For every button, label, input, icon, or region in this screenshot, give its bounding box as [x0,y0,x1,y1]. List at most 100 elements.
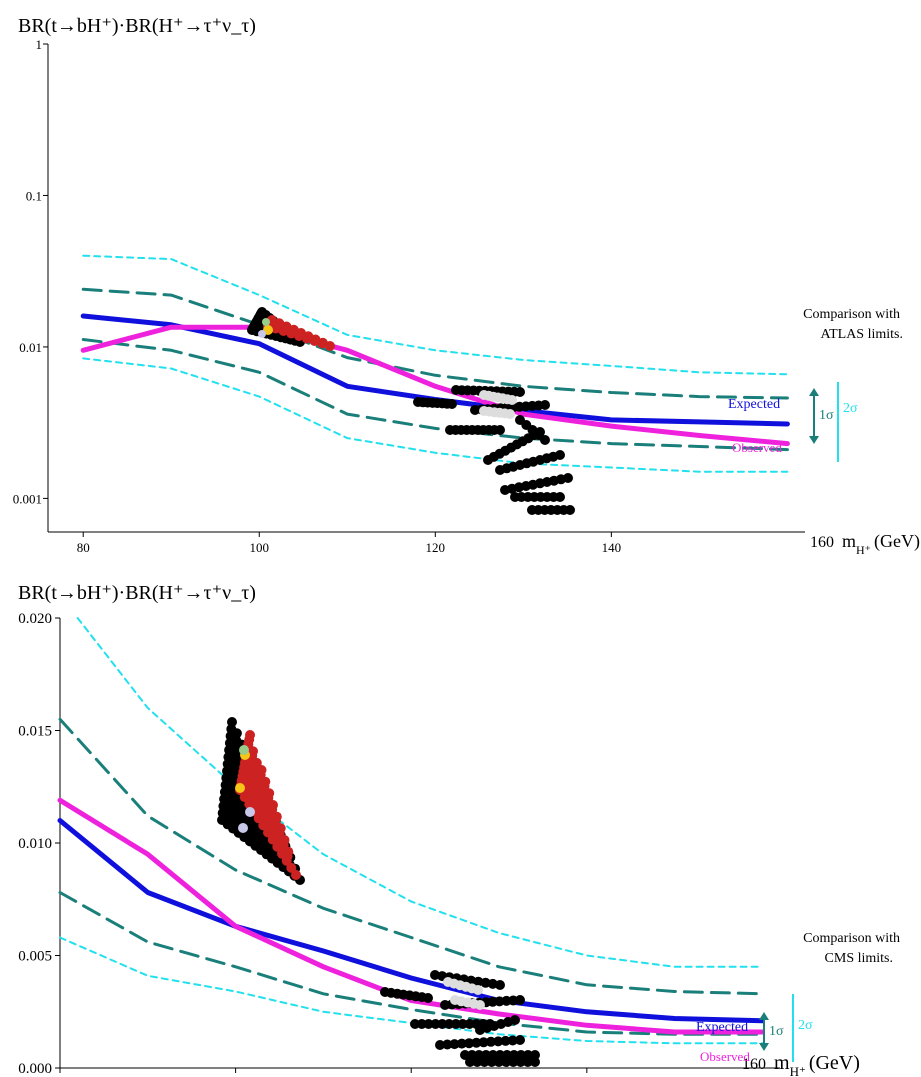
annotation-line-2: ATLAS limits. [821,327,903,342]
scan-point-black [442,1039,453,1050]
annotation-line-2: CMS limits. [825,951,893,966]
one-sigma-label: 1σ [769,1024,784,1039]
x-tick-label: 120 [426,540,446,555]
scan-point-black [555,450,565,460]
scan-point-black [530,1057,540,1067]
scan-point-red [271,811,282,822]
scan-point-black [495,425,505,435]
scan-point-black [449,1039,460,1050]
scan-point-black [507,1035,518,1046]
x-tick-label: 140 [602,540,622,555]
scan-point-black [478,1037,489,1048]
scan-point-black [472,1057,483,1067]
x-axis-label-tick: 160 [810,534,834,551]
one-sigma-upper-line [58,717,764,996]
scan-point-black [563,473,573,483]
y-tick-label: 0.000 [18,1061,52,1077]
scan-point-black [456,1038,467,1049]
observed-line [80,324,790,447]
scan-point-yellow [235,783,245,793]
scan-point-black [510,1015,520,1025]
one-sigma-lower-line [81,338,789,452]
scan-point-black [473,976,484,987]
scan-point-black [515,995,525,1005]
scan-point-black [227,717,237,727]
scan-point-black [500,1035,511,1046]
scan-point-green [262,318,270,326]
scan-point-black [465,1057,475,1067]
scan-point-red [268,800,278,810]
scan-point-red [286,862,297,873]
scan-point-black [471,1037,482,1048]
expected-label: Expected [728,397,780,412]
ticks: 80 100 120 140 0.001 0.01 0.1 1 [13,37,621,555]
observed-label: Observed [700,1049,750,1064]
one-sigma-arrow-down [809,436,819,444]
y-axis-label: BR(t→bH⁺)·BR(H⁺→τ⁺ν_τ) [18,15,256,37]
x-tick-label: 80 [77,540,90,555]
observed-label: Observed [732,440,782,455]
one-sigma-arrow-down [759,1043,769,1051]
one-sigma-arrow-up [809,388,819,396]
scan-point-black [435,1040,445,1050]
y-tick-label: 0.015 [18,724,52,740]
scan-point-black [479,1057,490,1067]
scan-point-white [475,1000,485,1010]
x-axis-label-m: m [842,531,856,551]
scan-point-red [245,730,255,740]
scan-point-black [460,1050,470,1060]
scan-point-white [473,985,483,995]
one-sigma-upper-line [81,287,789,400]
scan-point-black [464,1038,475,1049]
two-sigma-label: 2σ [843,401,858,416]
y-tick-label: 0.01 [19,340,42,355]
annotation-line-1: Comparison with [803,931,900,946]
one-sigma-label: 1σ [819,408,834,423]
cms-panel: BR(t→bH⁺)·BR(H⁺→τ⁺ν_τ) 801001201400.0000… [18,582,900,1077]
two-sigma-upper-line [82,254,789,376]
scan-point-black [515,387,525,397]
two-sigma-label: 2σ [798,1018,813,1033]
scan-point-red [291,870,301,880]
scan-point-black [515,1057,526,1067]
scan-point-red [275,823,286,834]
scan-point-black [257,307,267,317]
limit-curves [80,254,790,473]
expected-label: Expected [696,1020,748,1035]
scan-point-black [495,980,505,990]
expected-line [57,818,765,1024]
x-axis-label-sub: H⁺ [856,543,871,557]
scan-point-red [283,846,294,857]
x-axis-label: 160 mH⁺ (GeV) [810,531,920,557]
y-tick-label: 0.010 [18,836,52,852]
scan-point-red [251,757,262,768]
scan-point-black [515,1035,525,1045]
x-tick-label: 100 [250,540,270,555]
y-tick-label: 0.020 [18,611,52,627]
scan-point-black [493,1057,504,1067]
x-axis-label-tick: 160 [742,1056,766,1073]
scan-point-black [447,399,457,409]
one-sigma-arrow-up [759,1012,769,1020]
scan-point-lavender [245,807,255,817]
scan-point-green [239,745,249,755]
scan-point-black [423,1019,434,1029]
scan-point-red [279,835,290,845]
scan-point-black [523,1050,533,1060]
scan-point-black [464,1019,475,1029]
scan-point-red [256,765,267,775]
scan-point-black [565,505,575,515]
scan-point-black [493,1036,504,1047]
scan-point-black [231,728,242,739]
annotation-line-1: Comparison with [803,307,900,322]
scan-point-black [540,400,550,410]
scan-point-red [264,788,275,799]
y-tick-label: 0.001 [13,491,42,506]
y-tick-label: 0.005 [18,949,52,965]
scan-point-white [507,395,517,405]
limit-curves [57,617,765,1045]
x-axis-label-unit: (GeV) [874,531,920,552]
x-axis-label-sub: H⁺ [790,1064,806,1077]
